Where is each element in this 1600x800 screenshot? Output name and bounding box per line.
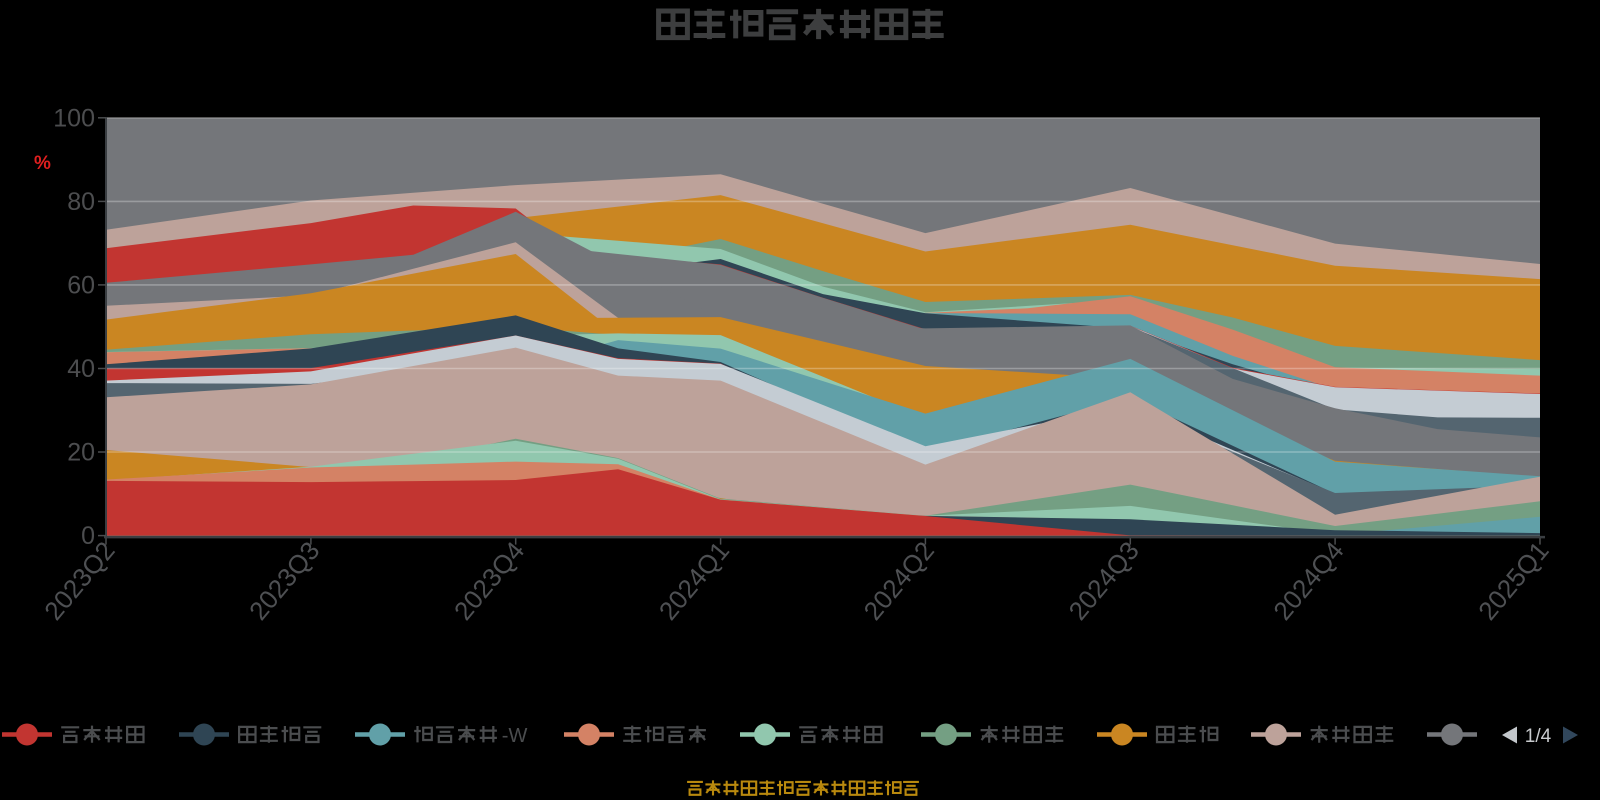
svg-text:1/4: 1/4 xyxy=(1525,726,1552,747)
svg-text:0: 0 xyxy=(81,522,95,550)
svg-text:-W: -W xyxy=(502,725,528,747)
svg-text:80: 80 xyxy=(67,188,95,216)
svg-text:60: 60 xyxy=(67,271,95,299)
svg-text:20: 20 xyxy=(67,439,95,467)
svg-text:40: 40 xyxy=(67,355,95,383)
svg-text:100: 100 xyxy=(53,104,95,132)
svg-text:%: % xyxy=(34,153,51,174)
